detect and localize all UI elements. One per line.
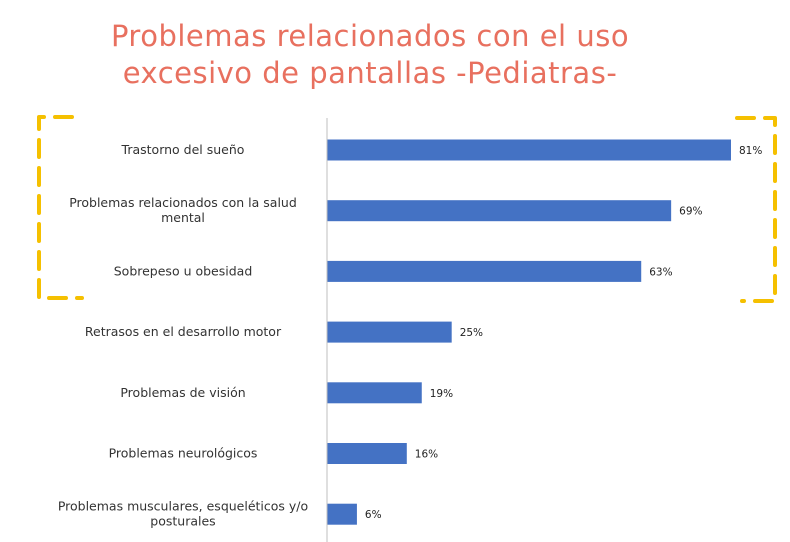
value-label-2: 69% bbox=[679, 206, 702, 218]
highlight-bracket-left bbox=[37, 115, 84, 300]
category-label-2-line-1: Problemas relacionados con la salud bbox=[69, 195, 297, 210]
chart-title-line-1: Problemas relacionados con el uso bbox=[110, 19, 630, 53]
value-label-7: 6% bbox=[365, 509, 382, 521]
category-label-4: Retrasos en el desarrollo motor bbox=[85, 324, 282, 339]
value-label-6: 16% bbox=[415, 449, 438, 461]
value-label-3: 63% bbox=[649, 266, 672, 278]
category-labels-group: Trastorno del sueño Problemas relacionado… bbox=[58, 142, 308, 529]
category-label-7-line-1: Problemas musculares, esqueléticos y/o bbox=[58, 499, 308, 514]
bar-1 bbox=[327, 139, 731, 161]
chart-title: Problemas relacionados con el uso excesi… bbox=[0, 18, 740, 92]
value-label-1: 81% bbox=[739, 145, 762, 157]
bar-3 bbox=[327, 260, 642, 282]
value-label-4: 25% bbox=[460, 327, 483, 339]
category-label-4-line-1: Retrasos en el desarrollo motor bbox=[85, 324, 282, 339]
chart-title-line-2: excesivo de pantallas -Pediatras- bbox=[122, 56, 618, 90]
category-label-3-line-1: Sobrepeso u obesidad bbox=[114, 263, 253, 278]
bar-4 bbox=[327, 321, 452, 343]
category-label-6: Problemas neurológicos bbox=[109, 446, 258, 461]
highlight-brackets bbox=[37, 115, 777, 303]
category-label-1: Trastorno del sueño bbox=[121, 142, 245, 157]
bars-group bbox=[327, 139, 731, 525]
category-label-6-line-1: Problemas neurológicos bbox=[109, 446, 258, 461]
category-label-1-line-1: Trastorno del sueño bbox=[121, 142, 245, 157]
value-label-5: 19% bbox=[430, 388, 453, 400]
category-label-5: Problemas de visión bbox=[120, 385, 245, 400]
bar-2 bbox=[327, 200, 672, 222]
bar-5 bbox=[327, 382, 422, 404]
category-label-7-line-2: posturales bbox=[150, 514, 215, 529]
value-labels-group: 81% 69% 63% 25% 19% 16% 6% bbox=[365, 145, 762, 521]
highlight-bracket-right bbox=[735, 116, 777, 303]
category-label-5-line-1: Problemas de visión bbox=[120, 385, 245, 400]
bar-6 bbox=[327, 443, 407, 464]
category-label-3: Sobrepeso u obesidad bbox=[114, 263, 253, 278]
bar-7 bbox=[327, 503, 357, 525]
category-label-2: Problemas relacionados con la salud menta… bbox=[69, 195, 297, 225]
category-label-7: Problemas musculares, esqueléticos y/o po… bbox=[58, 499, 308, 529]
category-label-2-line-2: mental bbox=[161, 210, 205, 225]
